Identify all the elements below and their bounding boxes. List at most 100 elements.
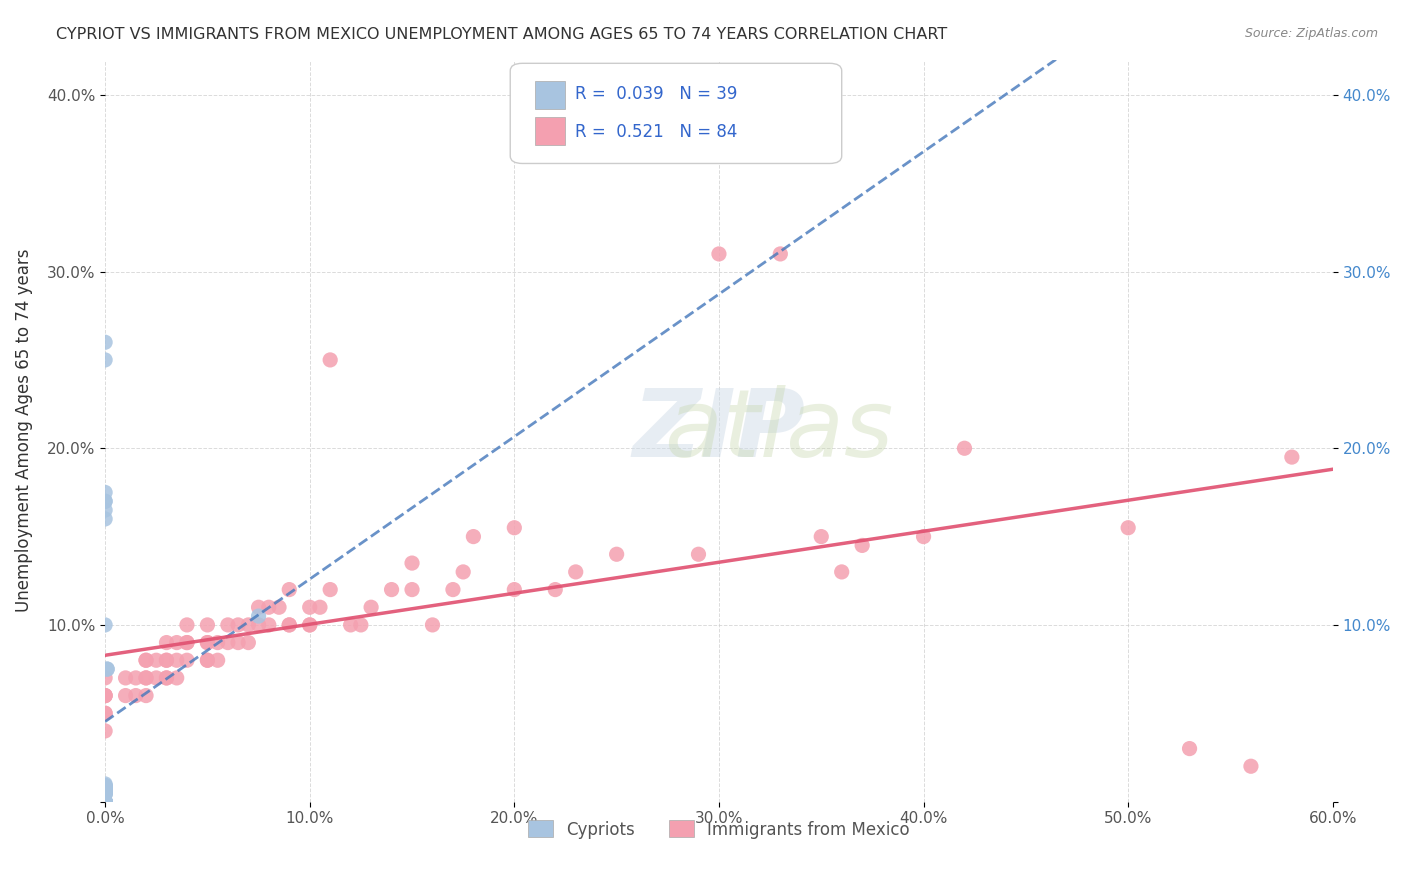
Point bbox=[238, 635, 260, 649]
Point bbox=[155, 653, 177, 667]
Point bbox=[135, 689, 157, 703]
Point bbox=[707, 247, 730, 261]
Text: R =  0.521   N = 84: R = 0.521 N = 84 bbox=[575, 122, 738, 141]
Point bbox=[96, 662, 118, 676]
Point bbox=[114, 671, 136, 685]
Point bbox=[94, 784, 117, 798]
Text: ZIP: ZIP bbox=[633, 384, 806, 476]
Point bbox=[145, 653, 167, 667]
Point bbox=[247, 618, 270, 632]
Point bbox=[94, 795, 117, 809]
Point bbox=[226, 635, 249, 649]
Point bbox=[298, 600, 321, 615]
Point bbox=[226, 618, 249, 632]
Point bbox=[810, 530, 832, 544]
Point bbox=[176, 653, 198, 667]
Point bbox=[176, 635, 198, 649]
Point bbox=[94, 788, 117, 802]
Point bbox=[94, 795, 117, 809]
Point bbox=[94, 494, 117, 508]
Point bbox=[94, 795, 117, 809]
FancyBboxPatch shape bbox=[534, 81, 565, 110]
Point bbox=[94, 706, 117, 721]
Point bbox=[267, 600, 290, 615]
Point bbox=[953, 442, 976, 456]
Point bbox=[94, 689, 117, 703]
Point bbox=[94, 618, 117, 632]
Point bbox=[94, 779, 117, 793]
Point bbox=[135, 671, 157, 685]
Point bbox=[278, 582, 301, 597]
Legend: Cypriots, Immigrants from Mexico: Cypriots, Immigrants from Mexico bbox=[522, 814, 917, 846]
Point bbox=[176, 618, 198, 632]
Point bbox=[94, 795, 117, 809]
Point bbox=[207, 635, 229, 649]
Point bbox=[564, 565, 586, 579]
Point bbox=[155, 671, 177, 685]
Point bbox=[155, 671, 177, 685]
Point bbox=[441, 582, 464, 597]
Text: R =  0.039   N = 39: R = 0.039 N = 39 bbox=[575, 86, 738, 103]
Point bbox=[247, 600, 270, 615]
Point bbox=[257, 618, 280, 632]
Point bbox=[94, 795, 117, 809]
Point bbox=[422, 618, 444, 632]
Point bbox=[217, 618, 239, 632]
Point bbox=[94, 786, 117, 800]
Point bbox=[401, 582, 423, 597]
Text: CYPRIOT VS IMMIGRANTS FROM MEXICO UNEMPLOYMENT AMONG AGES 65 TO 74 YEARS CORRELA: CYPRIOT VS IMMIGRANTS FROM MEXICO UNEMPL… bbox=[56, 27, 948, 42]
Point bbox=[257, 600, 280, 615]
Point bbox=[278, 618, 301, 632]
Point bbox=[319, 582, 342, 597]
Point bbox=[94, 494, 117, 508]
Point bbox=[94, 779, 117, 793]
Point bbox=[166, 671, 188, 685]
Point bbox=[319, 353, 342, 368]
Point bbox=[135, 653, 157, 667]
Point bbox=[94, 788, 117, 802]
Point bbox=[155, 653, 177, 667]
Point bbox=[94, 503, 117, 517]
Point bbox=[606, 547, 628, 561]
Point bbox=[94, 780, 117, 795]
Point bbox=[197, 618, 219, 632]
Point bbox=[451, 565, 474, 579]
FancyBboxPatch shape bbox=[534, 117, 565, 145]
Point bbox=[96, 662, 118, 676]
Point bbox=[94, 777, 117, 791]
Point bbox=[197, 653, 219, 667]
Point bbox=[197, 653, 219, 667]
Point bbox=[135, 653, 157, 667]
Point bbox=[1240, 759, 1263, 773]
Point bbox=[135, 671, 157, 685]
Point bbox=[94, 782, 117, 797]
Point bbox=[503, 582, 526, 597]
Point bbox=[94, 689, 117, 703]
Point bbox=[94, 706, 117, 721]
Point bbox=[94, 784, 117, 798]
Point bbox=[176, 635, 198, 649]
Point bbox=[94, 795, 117, 809]
Point bbox=[298, 618, 321, 632]
Point bbox=[197, 635, 219, 649]
Point bbox=[401, 556, 423, 570]
Point bbox=[688, 547, 710, 561]
Point bbox=[94, 689, 117, 703]
Point bbox=[851, 538, 873, 552]
Point bbox=[94, 795, 117, 809]
FancyBboxPatch shape bbox=[510, 63, 842, 163]
Point bbox=[912, 530, 935, 544]
Point bbox=[380, 582, 402, 597]
Point bbox=[544, 582, 567, 597]
Text: atlas: atlas bbox=[544, 385, 893, 476]
Point bbox=[217, 635, 239, 649]
Point bbox=[238, 618, 260, 632]
Point bbox=[94, 780, 117, 795]
Point bbox=[309, 600, 332, 615]
Point bbox=[94, 795, 117, 809]
Point bbox=[155, 635, 177, 649]
Text: Source: ZipAtlas.com: Source: ZipAtlas.com bbox=[1244, 27, 1378, 40]
Point bbox=[94, 780, 117, 795]
Point bbox=[94, 485, 117, 500]
Y-axis label: Unemployment Among Ages 65 to 74 years: Unemployment Among Ages 65 to 74 years bbox=[15, 249, 32, 612]
